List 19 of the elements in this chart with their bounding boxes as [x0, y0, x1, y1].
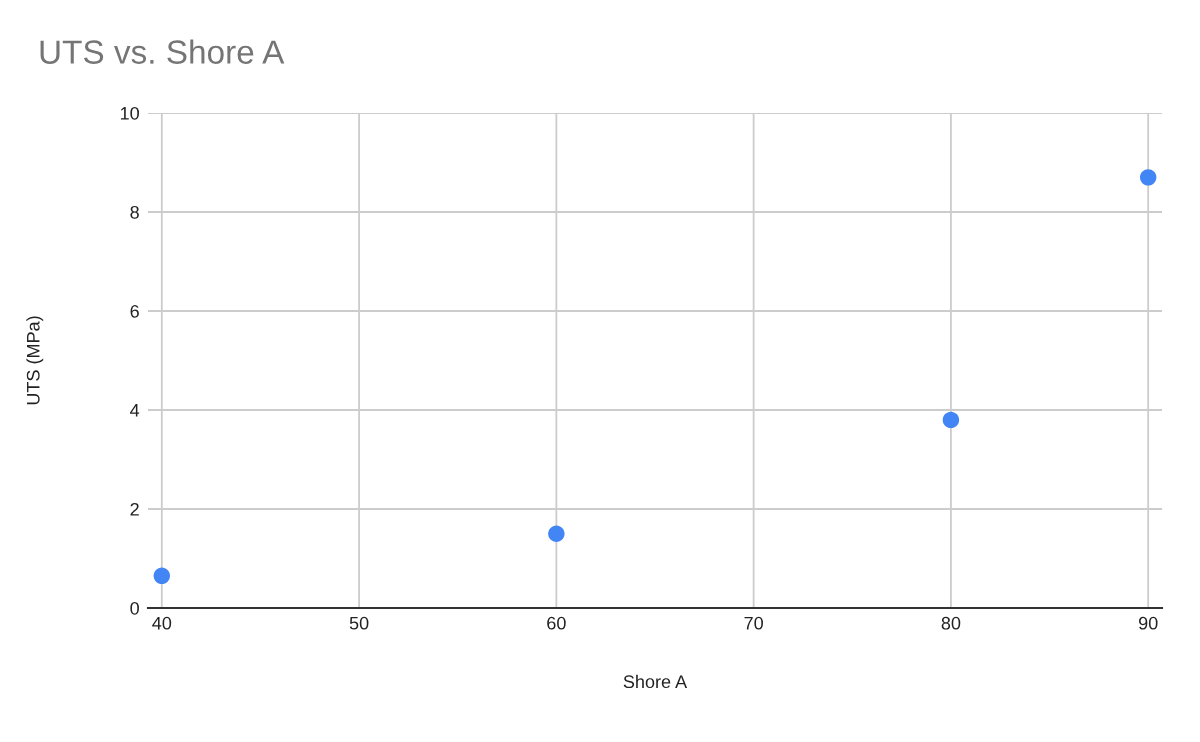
y-tick-label: 4	[130, 404, 140, 417]
x-tick-label: 70	[744, 616, 763, 630]
point	[153, 567, 171, 585]
y-axis-title: UTS (MPa)	[26, 316, 44, 405]
y-tick-label: 8	[130, 205, 139, 219]
y-tick-label: 0	[130, 601, 139, 615]
x-tick-label: 80	[941, 616, 961, 630]
y-tick-label: 10	[120, 106, 139, 120]
y-tick-label: 2	[130, 502, 139, 516]
point	[1139, 169, 1157, 186]
point	[942, 411, 960, 429]
x-axis-title: Shore A	[623, 674, 688, 689]
x-tick-label: 40	[152, 616, 172, 630]
x-tick-label: 90	[1139, 616, 1158, 630]
y-tick-label: 6	[130, 304, 139, 318]
x-tick-label: 50	[349, 616, 369, 630]
point	[548, 525, 565, 542]
chart-title: UTS vs. Shore A	[40, 39, 285, 64]
x-tick-label: 60	[547, 616, 566, 630]
